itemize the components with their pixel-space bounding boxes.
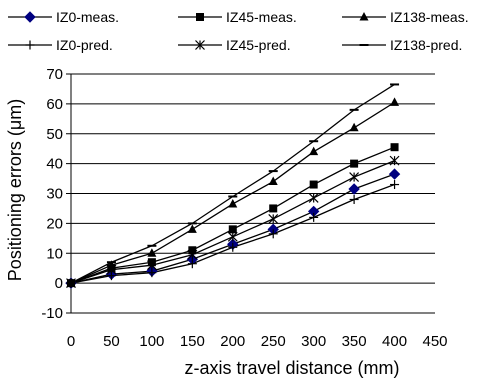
data-point bbox=[187, 224, 197, 233]
data-point bbox=[106, 264, 117, 275]
x-tick-label: 50 bbox=[103, 333, 120, 350]
data-point bbox=[268, 213, 279, 224]
legend-label: IZ138-pred. bbox=[390, 37, 462, 53]
legend-label: IZ45-meas. bbox=[226, 9, 297, 25]
x-axis-title: z-axis travel distance (mm) bbox=[184, 358, 399, 378]
legend-marker bbox=[24, 11, 36, 23]
y-tick-label: 30 bbox=[46, 186, 63, 203]
y-tick-label: 40 bbox=[46, 156, 63, 173]
x-tick-label: 150 bbox=[180, 333, 205, 350]
data-point bbox=[349, 172, 360, 182]
data-point bbox=[147, 248, 157, 257]
x-tick-label: 350 bbox=[342, 333, 367, 350]
data-point bbox=[350, 159, 359, 168]
data-point bbox=[269, 204, 278, 213]
x-tick-label: 250 bbox=[261, 333, 286, 350]
legend-label: IZ0-pred. bbox=[56, 37, 113, 53]
axes bbox=[66, 73, 435, 314]
data-point bbox=[390, 97, 400, 106]
y-tick-label: 70 bbox=[46, 66, 63, 83]
y-tick-label: -10 bbox=[41, 305, 63, 322]
data-point bbox=[309, 212, 319, 222]
x-tick-label: 200 bbox=[220, 333, 245, 350]
legend-label: IZ45-pred. bbox=[226, 37, 291, 53]
data-point bbox=[309, 146, 319, 156]
x-tick-label: 0 bbox=[67, 333, 75, 350]
x-tick-label: 100 bbox=[139, 333, 164, 350]
data-point bbox=[390, 143, 399, 152]
y-tick-label: 60 bbox=[46, 96, 63, 113]
x-tick-label: 400 bbox=[382, 333, 407, 350]
y-tick-label: 10 bbox=[46, 245, 63, 262]
data-point bbox=[187, 249, 198, 260]
y-axis-title: Positioning errors (μm) bbox=[5, 99, 25, 281]
series-line-5 bbox=[70, 160, 395, 284]
data-point bbox=[389, 155, 400, 166]
series-line-3 bbox=[70, 101, 395, 284]
y-tick-label: 20 bbox=[46, 215, 63, 232]
data-point bbox=[227, 231, 238, 242]
data-point bbox=[268, 229, 278, 239]
data-point bbox=[388, 168, 401, 180]
data-point bbox=[106, 260, 116, 269]
y-tick-label: 0 bbox=[55, 275, 63, 292]
data-point bbox=[228, 198, 238, 208]
legend-item: IZ138-pred. bbox=[342, 37, 462, 53]
legend-item: IZ0-pred. bbox=[8, 37, 113, 53]
x-tick-label: 300 bbox=[301, 333, 326, 350]
legend-label: IZ0-meas. bbox=[56, 9, 119, 25]
data-point bbox=[390, 180, 400, 190]
legend-label: IZ138-meas. bbox=[390, 9, 469, 25]
data-point bbox=[308, 193, 319, 203]
data-point bbox=[348, 183, 360, 195]
legend: IZ0-meas. IZ45-meas. IZ138-meas. IZ0-pred. I… bbox=[8, 9, 469, 53]
data-point bbox=[187, 259, 197, 269]
data-point bbox=[228, 242, 238, 252]
data-point bbox=[268, 176, 278, 186]
gridlines bbox=[71, 73, 435, 284]
data-point bbox=[146, 260, 157, 271]
legend-item: IZ138-meas. bbox=[342, 9, 469, 25]
data-point bbox=[349, 122, 359, 132]
y-tick-label: 50 bbox=[46, 126, 63, 143]
data-point bbox=[349, 194, 359, 204]
x-tick-label: 450 bbox=[422, 333, 447, 350]
legend-item: IZ45-meas. bbox=[178, 9, 297, 25]
legend-marker bbox=[25, 40, 35, 50]
data-point bbox=[309, 180, 318, 189]
legend-item: IZ0-meas. bbox=[8, 9, 119, 25]
legend-item: IZ45-pred. bbox=[178, 37, 291, 53]
legend-marker bbox=[196, 13, 204, 21]
series-markers bbox=[65, 83, 401, 289]
data-point bbox=[228, 225, 237, 234]
legend-marker bbox=[195, 40, 205, 50]
legend-marker bbox=[359, 12, 369, 21]
